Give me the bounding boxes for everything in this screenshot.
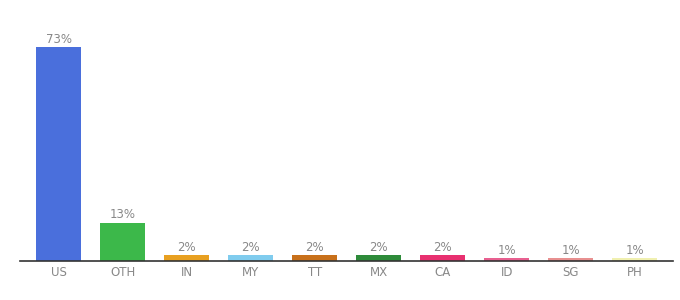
Bar [101, 223, 146, 261]
Text: 1%: 1% [498, 244, 516, 256]
Bar [484, 258, 529, 261]
Text: 73%: 73% [46, 33, 72, 46]
Text: 1%: 1% [626, 244, 644, 256]
Text: 13%: 13% [109, 208, 136, 221]
Bar [228, 255, 273, 261]
Bar [292, 255, 337, 261]
Text: 2%: 2% [433, 241, 452, 254]
Text: 2%: 2% [241, 241, 260, 254]
Bar [165, 255, 209, 261]
Bar [613, 258, 657, 261]
Bar [420, 255, 465, 261]
Text: 1%: 1% [562, 244, 580, 256]
Bar [356, 255, 401, 261]
Bar [37, 47, 81, 261]
Text: 2%: 2% [305, 241, 324, 254]
Bar [548, 258, 593, 261]
Text: 2%: 2% [177, 241, 196, 254]
Text: 2%: 2% [369, 241, 388, 254]
